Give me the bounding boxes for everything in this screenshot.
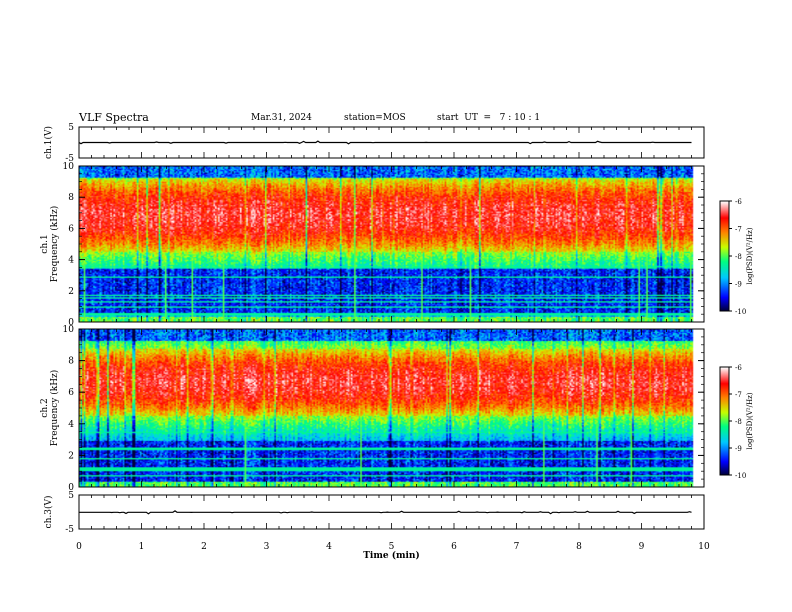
spectrogram-images bbox=[79, 166, 729, 487]
x-tick-label: 4 bbox=[326, 542, 332, 552]
figure-title: VLF Spectra bbox=[79, 111, 149, 124]
ch2-colorbar-tick-label: -8 bbox=[735, 418, 742, 426]
ch3-waveform-ytick-label: -5 bbox=[65, 525, 74, 535]
ch1-spectrogram-ytick-label: 2 bbox=[68, 287, 74, 297]
ch1-colorbar-tick-label: -7 bbox=[735, 226, 742, 234]
start-time-label: start UT = 7 : 10 : 1 bbox=[437, 113, 541, 123]
ch1-spectrogram-ytick-label: 8 bbox=[68, 193, 74, 203]
ch2-spectrogram-ytick-label: 4 bbox=[68, 420, 74, 430]
ch2-spectrogram-ytick-label: 6 bbox=[68, 388, 74, 398]
ch2-colorbar-tick-label: -6 bbox=[735, 364, 742, 372]
ch2-colorbar-label: log(PSD)(V²/Hz) bbox=[746, 392, 754, 449]
ch1-spectrogram-ytick-label: 10 bbox=[63, 162, 75, 172]
x-axis-label: Time (min) bbox=[363, 550, 420, 561]
ch1-spectrogram-image bbox=[79, 166, 704, 322]
x-tick-label: 6 bbox=[451, 542, 457, 552]
ch3-waveform-ylabel: ch.3(V) bbox=[43, 496, 54, 529]
ch2-spectrogram-ylabel-channel: ch.2 bbox=[40, 398, 50, 417]
ch2-spectrogram-ytick-label: 8 bbox=[68, 357, 74, 367]
x-tick-label: 8 bbox=[576, 542, 582, 552]
ch1-spectrogram-ytick-label: 0 bbox=[68, 318, 74, 328]
ch1-colorbar-tick-label: -8 bbox=[735, 253, 742, 261]
ch3-waveform-ytick-label: 5 bbox=[68, 491, 74, 501]
ch1-spectrogram-ytick-label: 6 bbox=[68, 224, 74, 234]
ch2-spectrogram-ytick-label: 2 bbox=[68, 451, 74, 461]
x-tick-label: 10 bbox=[698, 542, 710, 552]
x-tick-label: 0 bbox=[76, 542, 82, 552]
x-tick-label: 9 bbox=[639, 542, 645, 552]
ch1-waveform-ylabel: ch.1(V) bbox=[43, 126, 54, 159]
x-tick-label: 5 bbox=[389, 542, 395, 552]
ch3-waveform-trace bbox=[79, 510, 692, 515]
x-tick-label: 2 bbox=[201, 542, 207, 552]
ch2-colorbar-tick-label: -9 bbox=[735, 445, 742, 453]
ch2-colorbar-image bbox=[720, 367, 729, 475]
x-tick-label: 3 bbox=[264, 542, 270, 552]
x-tick-label: 7 bbox=[514, 542, 520, 552]
ch1-colorbar-label: log(PSD)(V²/Hz) bbox=[746, 227, 754, 284]
station-label: station=MOS bbox=[344, 113, 406, 123]
ch2-spectrogram-image bbox=[79, 329, 704, 487]
ch1-waveform-trace bbox=[78, 140, 692, 145]
ch1-colorbar-image bbox=[720, 201, 729, 311]
ch1-colorbar-tick-label: -10 bbox=[735, 308, 746, 316]
ch1-spectrogram-ylabel-channel: ch.1 bbox=[40, 234, 50, 253]
ch1-colorbar-tick-label: -9 bbox=[735, 281, 742, 289]
ch1-waveform-ytick-label: 5 bbox=[68, 123, 74, 133]
ch1-spectrogram-ylabel-frequency: Frequency (kHz) bbox=[49, 206, 60, 283]
x-tick-label: 1 bbox=[139, 542, 145, 552]
ch1-waveform-ytick-label: -5 bbox=[65, 154, 74, 164]
ch2-spectrogram-ytick-label: 0 bbox=[68, 483, 74, 493]
ch1-colorbar-tick-label: -6 bbox=[735, 198, 742, 206]
ch2-spectrogram-ylabel-frequency: Frequency (kHz) bbox=[49, 370, 60, 447]
ch1-spectrogram-ytick-label: 4 bbox=[68, 256, 74, 266]
ch2-spectrogram-ytick-label: 10 bbox=[63, 325, 75, 335]
ch2-colorbar-tick-label: -10 bbox=[735, 472, 746, 480]
date-label: Mar.31, 2024 bbox=[251, 113, 312, 123]
ch2-colorbar-tick-label: -7 bbox=[735, 391, 742, 399]
